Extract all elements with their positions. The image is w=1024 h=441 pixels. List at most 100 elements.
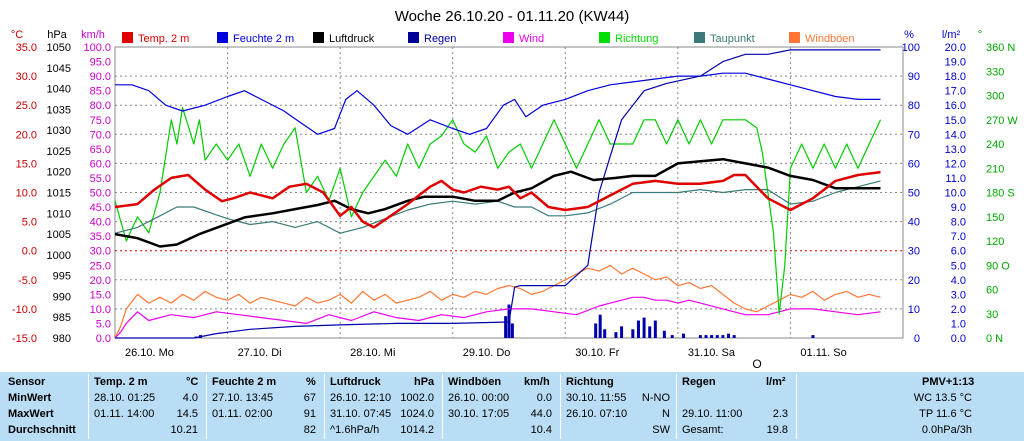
legend-label: Taupunkt: [710, 33, 755, 45]
stats-hum-val: 91: [303, 408, 316, 420]
rain-bar: [704, 335, 708, 338]
stats-header-sensor: Sensor: [8, 376, 46, 388]
rain-bar: [662, 330, 666, 338]
stats-dir-val: N-NO: [641, 392, 670, 404]
rain-bar: [614, 332, 618, 338]
legend-swatch: [789, 32, 800, 43]
temp-tick-label: -10.0: [12, 304, 37, 316]
pressure-tick-label: 1000: [47, 250, 71, 262]
humidity-tick-label: 10: [908, 304, 920, 316]
stats-header-dir: Richtung: [566, 376, 614, 388]
direction-tick-label: 90 O: [986, 260, 1010, 272]
stats-press-val: 1014.2: [400, 424, 434, 436]
center-marker: O: [752, 357, 761, 371]
stats-dir-time: 30.10. 11:55: [566, 392, 627, 404]
stats-header-hum: Feuchte 2 m: [212, 376, 277, 388]
pressure-tick-label: 1015: [47, 188, 71, 200]
rain-tick-label: 2.0: [951, 304, 966, 316]
rain-tick-label: 1.0: [951, 318, 966, 330]
day-label: 01.11. So: [800, 347, 846, 359]
pressure-axis-unit: hPa: [47, 29, 67, 41]
stats-header-rain: Regen: [682, 376, 716, 388]
stats-row-label: MaxWert: [8, 408, 54, 420]
stats-row-label: Durchschnitt: [8, 424, 76, 436]
pressure-tick-label: 985: [53, 312, 71, 324]
stats-temp-val: 10.21: [170, 424, 198, 436]
humidity-tick-label: 30: [908, 246, 920, 258]
rain-bar: [698, 335, 702, 338]
humidity-tick-label: 90: [908, 71, 920, 83]
direction-tick-label: 330: [986, 66, 1004, 78]
day-label: 29.10. Do: [463, 347, 511, 359]
stats-dir-val: N: [662, 408, 670, 420]
direction-tick-label: 120: [986, 236, 1004, 248]
direction-tick-label: 240: [986, 139, 1004, 151]
rain-bar: [811, 335, 815, 338]
series-line-windböen: [114, 264, 881, 339]
legend-swatch: [503, 32, 514, 43]
rain-bar: [636, 320, 640, 338]
wind-tick-label: 30.0: [90, 246, 111, 258]
rain-bar: [681, 333, 685, 338]
pressure-tick-label: 1025: [47, 146, 71, 158]
stats-pmv: TP 11.6 °C: [919, 408, 972, 420]
humidity-tick-label: 0: [914, 333, 920, 345]
series-line-richtung: [114, 106, 882, 315]
pressure-tick-label: 995: [53, 271, 71, 283]
wind-tick-label: 35.0: [90, 231, 111, 243]
stats-temp-val: 4.0: [182, 392, 198, 404]
rain-tick-label: 12.0: [945, 158, 966, 170]
wind-tick-label: 80.0: [90, 100, 111, 112]
temp-tick-label: -15.0: [12, 333, 37, 345]
chart-legend: Temp. 2 m Feuchte 2 m Luftdruck Regen Wind Ri…: [122, 32, 855, 45]
rain-bar: [648, 326, 652, 338]
stats-rain-time: 29.10. 11:00: [682, 408, 743, 420]
direction-tick-label: 180 S: [986, 188, 1015, 200]
legend-swatch: [217, 32, 228, 43]
rain-bar: [715, 335, 719, 338]
rain-tick-label: 4.0: [951, 275, 966, 287]
direction-tick-label: 210: [986, 163, 1004, 175]
temp-tick-label: 25.0: [16, 100, 37, 112]
stats-gust-val: 10.4: [530, 424, 552, 436]
legend-label: Temp. 2 m: [138, 33, 189, 45]
stats-gust-time: 26.10. 00:00: [448, 392, 510, 404]
stats-gust-val: 0.0: [536, 392, 552, 404]
stats-press-time: 26.10. 12:10: [330, 392, 392, 404]
wind-tick-label: 95.0: [90, 57, 111, 69]
humidity-tick-label: 50: [908, 188, 920, 200]
wind-tick-label: 25.0: [90, 260, 111, 272]
rain-bar: [594, 323, 598, 338]
stats-header-temp: Temp. 2 m: [94, 376, 148, 388]
rain-bar: [710, 335, 714, 338]
rain-tick-label: 20.0: [945, 42, 966, 54]
rain-tick-label: 7.0: [951, 231, 966, 243]
rain-bar: [653, 320, 657, 338]
rain-tick-label: 8.0: [951, 217, 966, 229]
wind-tick-label: 85.0: [90, 86, 111, 98]
stats-dir-time: 26.10. 07:10: [566, 408, 628, 420]
wind-tick-label: 55.0: [90, 173, 111, 185]
pressure-tick-label: 1040: [47, 84, 71, 96]
chart-title: Woche 26.10.20 - 01.11.20 (KW44): [395, 8, 630, 25]
wind-axis-unit: km/h: [81, 29, 105, 41]
stats-header-press-unit: hPa: [414, 376, 435, 388]
temp-tick-label: 0.0: [22, 246, 37, 258]
wind-tick-label: 40.0: [90, 217, 111, 229]
stats-pmv: 0.0hPa/3h: [921, 424, 972, 436]
series-line-luftdruck: [114, 157, 881, 248]
stats-press-time: 31.10. 07:45: [330, 408, 392, 420]
humidity-tick-label: 80: [908, 100, 920, 112]
stats-gust-val: 44.0: [530, 408, 552, 420]
stats-header-press: Luftdruck: [330, 376, 381, 388]
legend-swatch: [599, 32, 610, 43]
pressure-tick-label: 1045: [47, 63, 71, 75]
wind-tick-label: 60.0: [90, 158, 111, 170]
rain-tick-label: 6.0: [951, 246, 966, 258]
rain-bar: [732, 335, 736, 338]
stats-header-hum-unit: %: [306, 376, 316, 388]
stats-header-pmv: PMV+1:13: [922, 376, 975, 388]
wind-tick-label: 5.0: [96, 318, 111, 330]
series-line-temp-2-m: [114, 170, 881, 229]
temp-tick-label: 5.0: [22, 217, 37, 229]
